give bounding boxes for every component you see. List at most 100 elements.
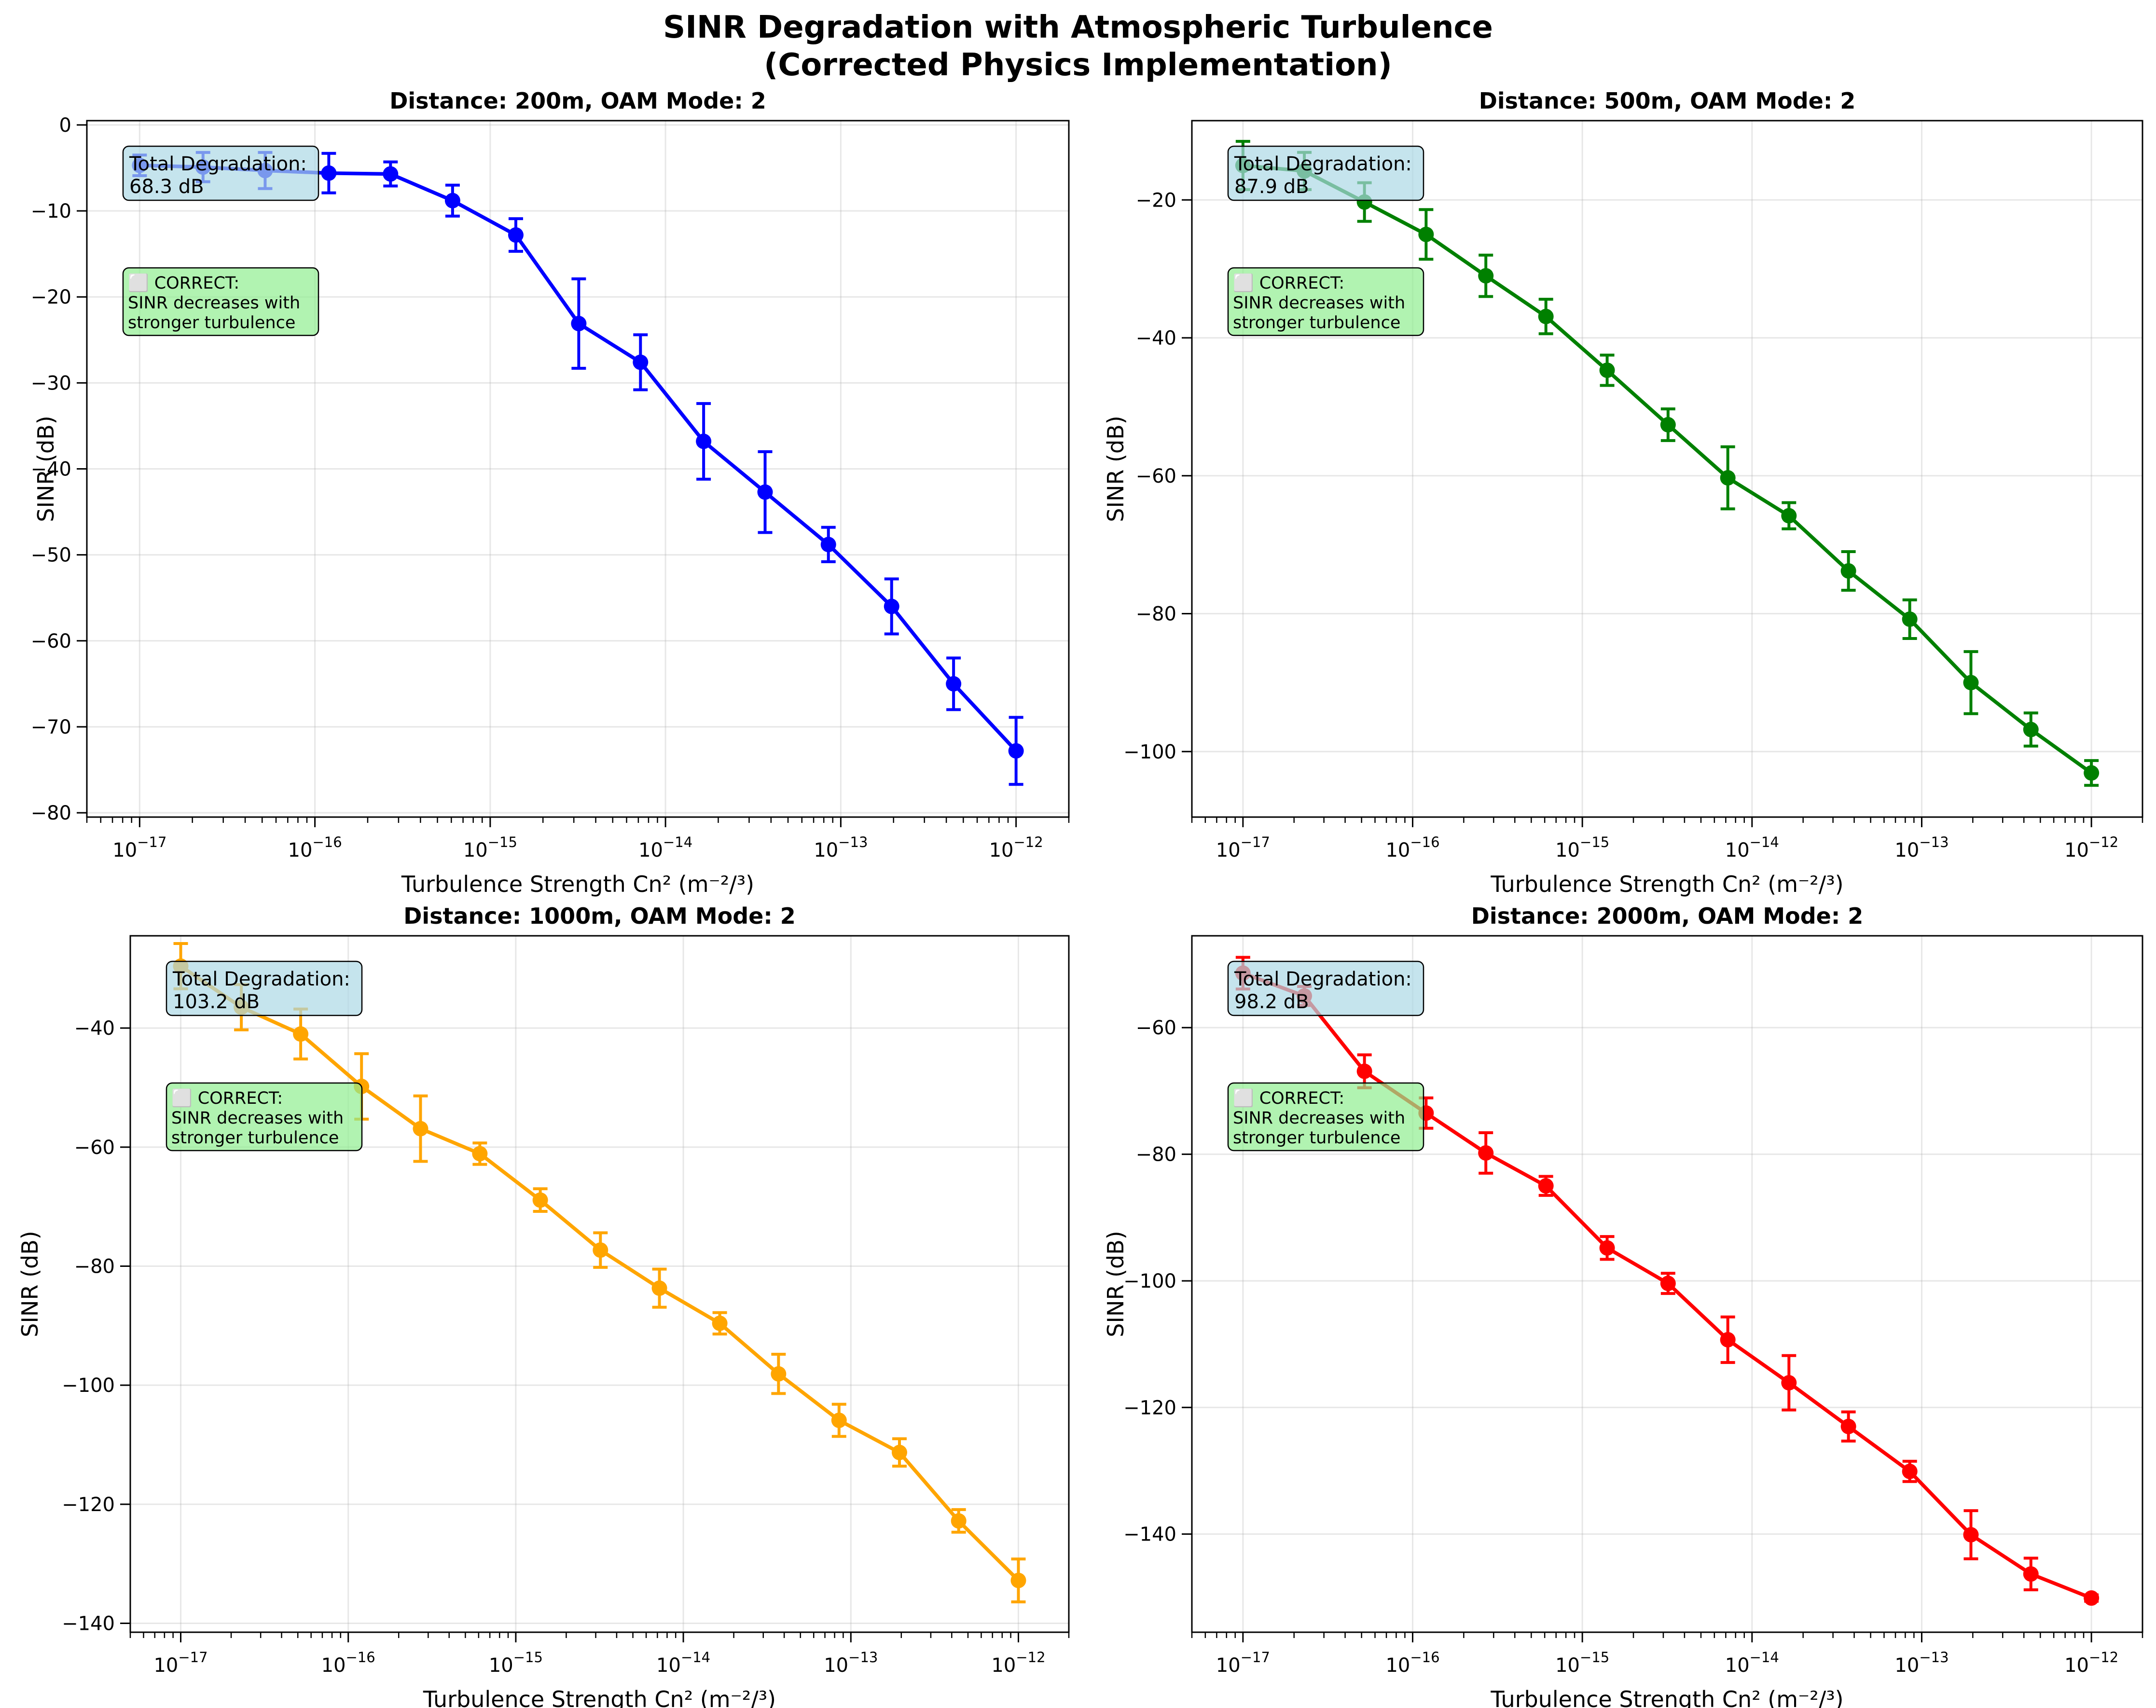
x-tick-label: 10−14 xyxy=(1725,834,1779,861)
degradation-annotation: Total Degradation:87.9 dB xyxy=(1227,145,1424,201)
x-tick-label: 10−17 xyxy=(112,834,166,861)
data-point xyxy=(1660,1276,1676,1291)
annotation-box xyxy=(1227,267,1424,336)
annotation-box xyxy=(122,145,319,201)
y-tick-label: −120 xyxy=(62,1494,115,1516)
x-tick-label: 10−15 xyxy=(1555,834,1609,861)
data-point xyxy=(472,1146,488,1162)
data-point xyxy=(1538,308,1554,324)
data-point xyxy=(413,1121,428,1137)
data-point xyxy=(571,316,587,332)
data-point xyxy=(1902,611,1918,627)
x-axis-label: Turbulence Strength Cn² (m⁻²/³) xyxy=(423,1686,776,1708)
degradation-annotation: Total Degradation:98.2 dB xyxy=(1227,960,1424,1016)
annotation-box xyxy=(166,960,363,1016)
data-point xyxy=(712,1315,728,1331)
data-point xyxy=(1840,563,1856,579)
y-tick-label: −50 xyxy=(31,544,71,567)
data-point xyxy=(1781,508,1797,524)
annotation-text: SINR decreases with xyxy=(171,1109,344,1128)
data-markers xyxy=(1235,157,2100,781)
y-tick-label: −80 xyxy=(74,1256,115,1278)
annotation-text: Total Degradation: xyxy=(129,153,307,175)
figure-title-line2: (Corrected Physics Implementation) xyxy=(764,47,1392,83)
x-tick-label: 10−16 xyxy=(288,834,342,861)
data-point xyxy=(1599,1240,1615,1256)
data-point xyxy=(1599,362,1615,378)
x-tick-label: 10−13 xyxy=(1894,1649,1949,1677)
subplot-2: 10−17 10−16 10−15 10−14 10−13 10−12 −20 −40 −60 −… xyxy=(1103,88,2143,897)
y-tick-label: −100 xyxy=(1123,1270,1176,1292)
y-tick-label: −120 xyxy=(1123,1397,1176,1419)
subplot-title: Distance: 1000m, OAM Mode: 2 xyxy=(403,903,796,929)
x-tick-label: 10−17 xyxy=(1216,834,1270,861)
y-tick-label: −10 xyxy=(31,200,71,222)
data-point xyxy=(757,484,773,500)
y-tick-label: −100 xyxy=(62,1375,115,1397)
data-point xyxy=(1418,226,1434,242)
error-bars xyxy=(173,942,1026,1604)
x-tick-label: 10−15 xyxy=(463,834,517,861)
x-tick-label: 10−16 xyxy=(321,1649,375,1677)
x-tick-label: 10−16 xyxy=(1385,834,1439,861)
subplot-3: 10−17 10−16 10−15 10−14 10−13 10−12 −40 −60 −80 −… xyxy=(17,903,1070,1708)
x-axis-label: Turbulence Strength Cn² (m⁻²/³) xyxy=(1490,1686,1843,1708)
data-point xyxy=(2023,722,2039,737)
data-point xyxy=(293,1026,309,1042)
subplot-4: 10−17 10−16 10−15 10−14 10−13 10−12 −60 −80 −100… xyxy=(1103,903,2143,1708)
x-tick-label: 10−17 xyxy=(153,1649,207,1677)
data-point xyxy=(1720,1332,1736,1347)
annotation-box xyxy=(166,1082,363,1152)
data-point xyxy=(831,1412,847,1428)
annotation-text: stronger turbulence xyxy=(1233,313,1400,333)
data-point xyxy=(651,1280,667,1296)
data-point xyxy=(1720,470,1736,486)
annotation-text: stronger turbulence xyxy=(171,1128,339,1148)
degradation-annotation: Total Degradation:103.2 dB xyxy=(166,960,363,1016)
annotation-text: ⬜ CORRECT: xyxy=(128,273,239,293)
y-axis-label: SINR (dB) xyxy=(33,416,59,522)
data-point xyxy=(593,1242,608,1258)
grid-lines xyxy=(130,936,1069,1632)
grid-lines xyxy=(1192,121,2142,817)
data-point xyxy=(383,166,399,182)
y-tick-label: −100 xyxy=(1123,741,1176,763)
data-point xyxy=(1478,268,1494,284)
data-point xyxy=(444,193,460,208)
x-tick-label: 10−12 xyxy=(991,1649,1045,1677)
data-point xyxy=(951,1513,967,1529)
annotation-text: SINR decreases with xyxy=(1233,1109,1405,1128)
data-point xyxy=(321,165,337,181)
annotation-text: SINR decreases with xyxy=(128,293,300,313)
subplot-title: Distance: 500m, OAM Mode: 2 xyxy=(1479,88,1856,114)
data-point xyxy=(1963,675,1979,691)
y-tick-label: −80 xyxy=(31,802,71,824)
axes-frame xyxy=(86,120,1070,818)
x-tick-label: 10−15 xyxy=(1555,1649,1609,1677)
y-tick-label: −20 xyxy=(1136,189,1176,211)
series-line xyxy=(139,163,1018,752)
y-tick-label: −40 xyxy=(74,1017,115,1040)
annotation-text: stronger turbulence xyxy=(1233,1128,1400,1148)
subplot-title: Distance: 200m, OAM Mode: 2 xyxy=(389,88,766,114)
x-tick-label: 10−15 xyxy=(489,1649,543,1677)
y-tick-label: −80 xyxy=(1136,1144,1176,1166)
data-markers xyxy=(132,157,1024,759)
x-tick-label: 10−12 xyxy=(2064,834,2118,861)
annotation-text: ⬜ CORRECT: xyxy=(1233,1088,1344,1108)
y-axis-label: SINR (dB) xyxy=(1103,416,1129,522)
x-tick-label: 10−16 xyxy=(1385,1649,1439,1677)
data-point xyxy=(1008,743,1024,759)
data-point xyxy=(884,598,899,614)
x-tick-label: 10−17 xyxy=(1216,1649,1270,1677)
figure-title: SINR Degradation with Atmospheric Turbul… xyxy=(0,9,2156,84)
data-point xyxy=(2084,1590,2100,1606)
y-tick-label: −140 xyxy=(62,1613,115,1635)
grid-lines xyxy=(87,121,1069,817)
data-point xyxy=(2084,765,2100,781)
